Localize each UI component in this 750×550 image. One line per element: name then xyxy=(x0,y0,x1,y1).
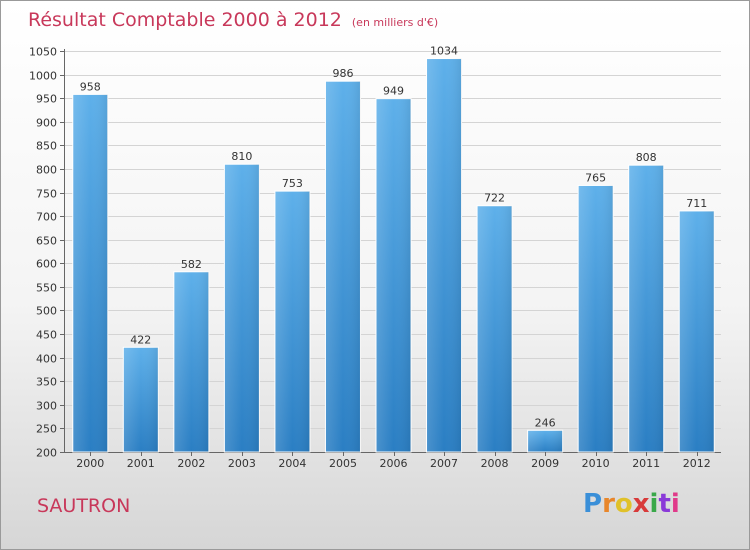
logo-letter: i xyxy=(670,489,680,519)
bar-shading-2001 xyxy=(123,347,159,452)
y-tick-label: 850 xyxy=(36,140,57,153)
y-tick-label: 300 xyxy=(36,400,57,413)
bar-shading-2012 xyxy=(679,210,715,452)
logo-letter: x xyxy=(632,489,650,519)
y-tick-label: 600 xyxy=(36,258,57,271)
data-label-2012: 711 xyxy=(686,197,707,210)
bar-shading-2009 xyxy=(527,430,563,452)
data-label-2003: 810 xyxy=(231,150,252,163)
data-label-2002: 582 xyxy=(181,258,202,271)
y-tick-label: 350 xyxy=(36,376,57,389)
data-label-2007: 1034 xyxy=(430,45,458,58)
x-tick-label: 2006 xyxy=(380,457,408,470)
x-tick-label: 2000 xyxy=(76,457,104,470)
chart-subtitle: (en milliers d'€) xyxy=(351,16,439,29)
data-label-2001: 422 xyxy=(130,333,151,346)
data-label-2009: 246 xyxy=(535,416,556,429)
bar-shading-2011 xyxy=(628,165,664,452)
logo-letter: i xyxy=(649,489,659,519)
y-tick-label: 700 xyxy=(36,211,57,224)
x-tick-label: 2003 xyxy=(228,457,256,470)
x-tick-label: 2008 xyxy=(481,457,509,470)
x-tick-label: 2012 xyxy=(683,457,711,470)
bars: 958 422 582 810 753 986 949 1034 722 246 765 808 711 xyxy=(72,45,715,453)
data-label-2004: 753 xyxy=(282,177,303,190)
y-tick-label: 650 xyxy=(36,235,57,248)
bar-shading-2002 xyxy=(173,271,209,452)
y-tick-label: 900 xyxy=(36,117,57,130)
data-label-2010: 765 xyxy=(585,171,606,184)
data-label-2000: 958 xyxy=(80,80,101,93)
x-tick-label: 2002 xyxy=(177,457,205,470)
chart-title-text: Résultat Comptable 2000 à 2012 xyxy=(28,9,342,31)
bar-shading-2010 xyxy=(578,185,614,452)
logo-letter: P xyxy=(583,489,603,519)
y-tick-label: 200 xyxy=(36,447,57,460)
x-tick-label: 2004 xyxy=(278,457,306,470)
data-label-2011: 808 xyxy=(636,151,657,164)
y-tick-label: 550 xyxy=(36,282,57,295)
x-tick-label: 2007 xyxy=(430,457,458,470)
bar-shading-2004 xyxy=(274,191,310,452)
y-tick-label: 500 xyxy=(36,305,57,318)
proxiti-logo: Proxiti xyxy=(583,489,680,519)
y-tick-label: 450 xyxy=(36,329,57,342)
bar-shading-2000 xyxy=(72,94,108,453)
x-tick-label: 2009 xyxy=(531,457,559,470)
bar-shading-2006 xyxy=(376,98,411,453)
x-axis-ticks: 2000 2001 2002 2003 2004 2005 2006 2007 2008 2009… xyxy=(76,452,711,470)
chart-title: Résultat Comptable 2000 à 2012 (en millie… xyxy=(28,9,438,31)
logo-letter: t xyxy=(658,489,671,519)
y-tick-label: 800 xyxy=(36,164,57,177)
x-tick-label: 2005 xyxy=(329,457,357,470)
commune-name: SAUTRON xyxy=(37,495,131,517)
y-axis-ticks: 200 250 300 350 400 450 500 550 600 650 700 750 800 8… xyxy=(29,46,64,460)
data-label-2006: 949 xyxy=(383,85,404,98)
bar-shading-2007 xyxy=(426,58,462,452)
data-label-2008: 722 xyxy=(484,192,505,205)
y-tick-label: 1050 xyxy=(29,46,57,59)
logo-letter: o xyxy=(614,489,633,519)
y-tick-label: 1000 xyxy=(29,70,57,83)
bar-shading-2005 xyxy=(325,81,361,453)
x-tick-label: 2010 xyxy=(582,457,610,470)
data-label-2005: 986 xyxy=(332,67,353,80)
bar-shading-2008 xyxy=(477,205,513,452)
y-tick-label: 750 xyxy=(36,188,57,201)
bar-shading-2003 xyxy=(224,164,260,453)
y-tick-label: 950 xyxy=(36,93,57,106)
y-tick-label: 250 xyxy=(36,423,57,436)
y-tick-label: 400 xyxy=(36,353,57,366)
x-tick-label: 2001 xyxy=(127,457,155,470)
logo-letter: r xyxy=(602,489,615,519)
x-tick-label: 2011 xyxy=(632,457,660,470)
